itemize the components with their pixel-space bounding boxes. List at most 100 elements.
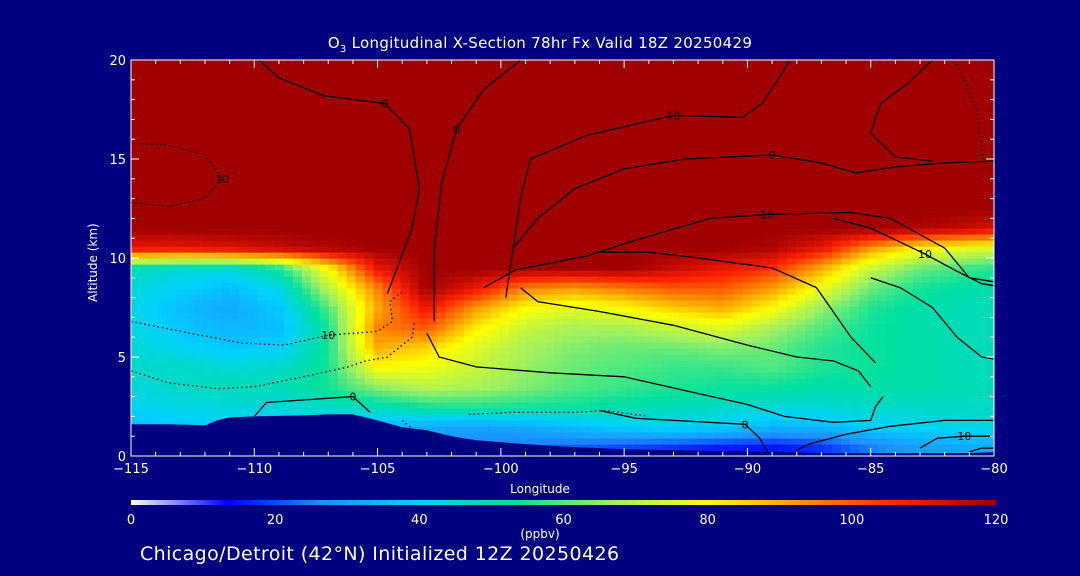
field-cell [220,210,231,217]
field-cell [679,210,689,217]
field-cell [463,228,474,235]
field-cell [895,354,905,361]
field-cell [445,210,456,217]
field-cell [715,330,725,337]
field-cell [652,186,662,193]
field-cell [526,390,537,397]
field-cell [256,396,267,403]
field-cell [238,402,249,409]
field-cell [589,174,600,181]
field-cell [553,378,564,385]
field-cell [697,300,707,307]
field-cell [778,300,788,307]
field-cell [607,252,618,259]
field-cell [913,348,923,355]
field-cell [760,246,770,253]
field-cell [337,246,348,253]
field-cell [697,174,707,181]
field-cell [463,432,474,439]
field-cell [688,396,698,403]
field-cell [211,318,222,325]
field-cell [139,420,150,427]
field-cell [166,330,177,337]
field-cell [841,330,851,337]
field-cell [274,210,285,217]
field-cell [517,384,528,391]
field-cell [976,324,986,331]
field-cell [733,162,743,169]
field-cell [265,288,276,295]
field-cell [571,414,582,421]
field-cell [211,306,222,313]
field-cell [139,354,150,361]
field-cell [679,246,689,253]
field-cell [265,174,276,181]
field-cell [346,204,357,211]
field-cell [364,282,375,289]
field-cell [445,168,456,175]
field-cell [382,330,393,337]
field-cell [580,270,591,277]
field-cell [382,240,393,247]
field-cell [949,198,959,205]
field-cell [499,372,510,379]
field-cell [742,252,752,259]
field-cell [472,252,483,259]
field-cell [283,174,294,181]
field-cell [643,156,653,163]
field-cell [679,312,689,319]
field-cell [787,186,797,193]
field-cell [634,174,645,181]
field-cell [805,144,815,151]
field-cell [697,420,707,427]
field-cell [265,318,276,325]
field-cell [517,342,528,349]
field-cell [958,270,968,277]
field-cell [382,396,393,403]
field-cell [661,444,671,451]
field-cell [436,294,447,301]
field-cell [931,294,941,301]
field-cell [508,192,519,199]
field-cell [859,210,869,217]
field-cell [418,366,429,373]
field-cell [661,318,671,325]
field-cell [337,348,348,355]
field-cell [724,276,734,283]
field-cell [976,414,986,421]
field-cell [337,180,348,187]
field-cell [814,216,824,223]
field-cell [391,366,402,373]
field-cell [688,330,698,337]
field-cell [544,402,555,409]
field-cell [256,282,267,289]
field-cell [814,372,824,379]
field-cell [166,390,177,397]
field-cell [913,270,923,277]
field-cell [337,156,348,163]
field-cell [967,246,977,253]
field-cell [310,366,321,373]
field-cell [247,186,258,193]
field-cell [778,354,788,361]
field-cell [733,186,743,193]
field-cell [787,240,797,247]
field-cell [571,270,582,277]
field-cell [625,396,636,403]
field-cell [850,216,860,223]
field-cell [139,252,150,259]
field-cell [247,228,258,235]
field-cell [688,252,698,259]
field-cell [661,384,671,391]
field-cell [481,414,492,421]
field-cell [661,282,671,289]
field-cell [373,186,384,193]
field-cell [877,396,887,403]
field-cell [355,282,366,289]
field-cell [913,192,923,199]
field-cell [463,300,474,307]
field-cell [904,306,914,313]
field-cell [265,348,276,355]
field-cell [517,366,528,373]
field-cell [238,372,249,379]
